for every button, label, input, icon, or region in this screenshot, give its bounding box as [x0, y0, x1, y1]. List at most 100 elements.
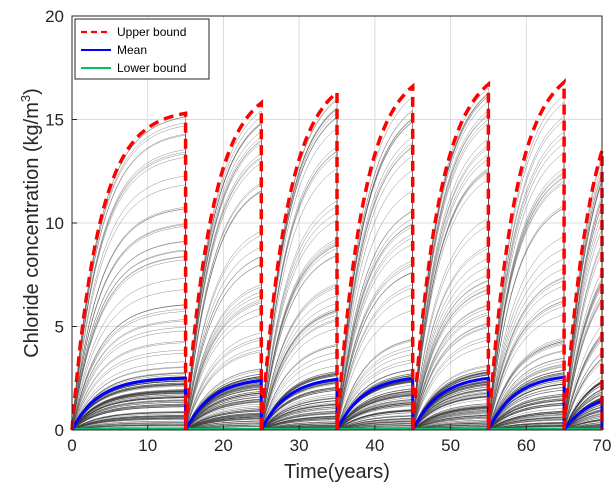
sample-curve	[336, 369, 414, 431]
sample-curve	[336, 402, 414, 431]
sample-curve	[71, 223, 186, 431]
sample-curve	[71, 390, 186, 431]
sample-curve	[261, 393, 338, 431]
sample-curve	[488, 285, 565, 431]
sample-curve	[412, 386, 489, 431]
sample-curve	[261, 345, 338, 431]
sample-curve	[71, 241, 186, 431]
sample-curve	[336, 339, 413, 431]
sample-curve	[412, 339, 489, 431]
sample-curve	[488, 412, 565, 431]
sample-curve	[185, 417, 262, 431]
sample-curve	[412, 327, 489, 431]
sample-curve	[185, 230, 262, 431]
sample-curve	[261, 395, 338, 431]
sample-curve	[488, 131, 565, 431]
sample-curve	[261, 421, 338, 431]
sample-curve	[412, 416, 489, 431]
sample-curve	[336, 243, 413, 431]
mean-line	[70, 376, 188, 431]
sample-curve	[185, 153, 262, 431]
x-tick-label: 40	[365, 436, 384, 455]
sample-curve	[488, 176, 565, 431]
sample-curve	[412, 409, 489, 431]
sample-curve	[261, 351, 338, 431]
sample-curve	[336, 146, 413, 431]
x-tick-label: 10	[138, 436, 157, 455]
sample-curve	[185, 413, 262, 431]
sample-curve	[488, 258, 565, 431]
sample-curve	[260, 387, 338, 431]
x-tick-label: 0	[67, 436, 76, 455]
sample-curve	[488, 410, 565, 431]
sample-curve	[336, 136, 413, 431]
sample-curve	[488, 393, 565, 431]
sample-curve	[260, 397, 338, 431]
sample-curve	[412, 147, 489, 431]
sample-curve	[261, 244, 338, 431]
sample-curve	[261, 219, 338, 431]
sample-curve	[563, 358, 603, 431]
sample-curve	[488, 167, 565, 431]
sample-curve	[71, 382, 186, 431]
sample-curve	[185, 420, 262, 431]
y-tick-label: 0	[55, 421, 64, 440]
sample-curve	[488, 395, 565, 431]
sample-curve	[488, 152, 565, 431]
sample-curve	[71, 406, 186, 431]
sample-curve	[71, 319, 186, 431]
sample-curve	[336, 397, 413, 431]
sample-curve	[488, 296, 565, 431]
sample-curve	[185, 415, 262, 431]
sample-curve	[71, 413, 186, 431]
sample-curve	[71, 259, 186, 431]
sample-curve	[261, 402, 338, 431]
y-tick-label: 5	[55, 318, 64, 337]
sample-curve	[336, 349, 413, 431]
sample-curve	[336, 218, 413, 431]
sample-curve	[563, 324, 603, 431]
sample-curve	[261, 238, 338, 431]
sample-curve	[71, 330, 186, 431]
sample-curve	[412, 414, 489, 431]
sample-curve	[488, 422, 565, 431]
sample-curve	[563, 213, 603, 431]
mean-line	[562, 398, 604, 431]
sample-curve	[563, 352, 603, 431]
sample-curve	[412, 399, 489, 431]
upper-bound-line	[410, 80, 491, 431]
sample-curve	[71, 385, 186, 431]
sample-curve	[261, 303, 338, 431]
sample-curve	[336, 403, 414, 431]
upper-bound-line	[70, 111, 188, 431]
sample-curve	[488, 413, 565, 431]
sample-curve	[185, 405, 262, 431]
sample-curve	[336, 169, 413, 431]
sample-curve	[261, 200, 338, 431]
sample-curve	[261, 408, 338, 431]
sample-curve	[412, 138, 489, 431]
sample-curve	[185, 409, 262, 431]
sample-curve	[412, 248, 489, 431]
sample-curve	[488, 142, 565, 431]
sample-curve	[563, 337, 603, 431]
sample-curve	[488, 180, 565, 431]
sample-curve	[261, 254, 338, 431]
sample-curve	[261, 248, 338, 431]
sample-curve	[261, 403, 338, 431]
sample-curve	[563, 300, 603, 431]
sample-curve	[71, 352, 186, 431]
sample-curve	[71, 224, 186, 431]
sample-curve	[563, 246, 603, 431]
sample-curve	[185, 410, 262, 431]
sample-curve	[185, 295, 262, 431]
mean-line	[184, 378, 263, 431]
sample-curve	[412, 405, 489, 431]
sample-curve	[488, 340, 565, 431]
sample-curve	[185, 346, 262, 431]
sample-curve	[336, 120, 413, 431]
sample-curve	[71, 134, 186, 431]
sample-curve	[563, 361, 603, 431]
sample-curve	[412, 179, 489, 431]
sample-curve	[336, 362, 413, 431]
